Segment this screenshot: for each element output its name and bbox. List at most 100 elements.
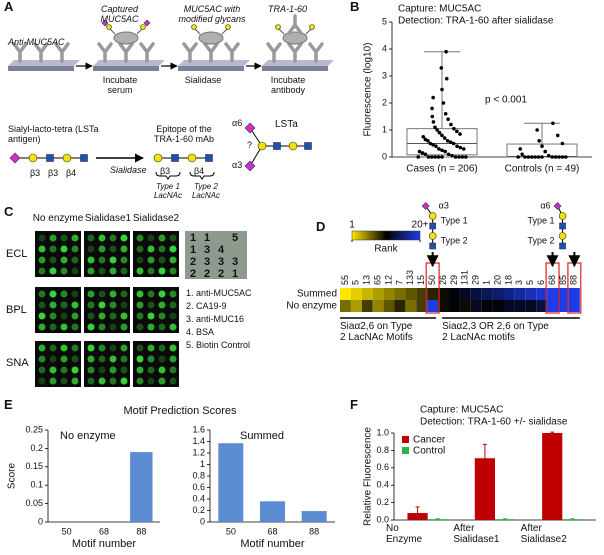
key-number: 3 <box>232 256 238 268</box>
array-spot <box>120 290 128 298</box>
y-tick-label: 1 <box>382 124 387 134</box>
y-tick-label: 0.8 <box>192 470 205 480</box>
array-spot <box>60 355 68 363</box>
array-spot <box>147 245 155 253</box>
key-number: 1 <box>190 232 196 244</box>
array-spot <box>71 267 79 275</box>
array-spot <box>98 256 106 264</box>
data-point <box>516 155 520 159</box>
data-point <box>440 155 444 159</box>
x-tick-label: After Sialidase2 <box>520 523 567 545</box>
array-spot <box>158 245 166 253</box>
array-spot <box>109 344 117 352</box>
array-spot <box>147 355 155 363</box>
galactose <box>257 141 267 151</box>
array-spot <box>60 256 68 264</box>
linkage: α3 <box>232 160 243 170</box>
glcnac <box>273 142 281 150</box>
column-label: 7 <box>394 280 404 285</box>
array-spot <box>38 290 46 298</box>
array-spot <box>136 256 144 264</box>
array-spot <box>109 377 117 385</box>
heat-cell <box>427 288 439 300</box>
glcnac <box>559 222 566 230</box>
array-spot <box>38 301 46 309</box>
data-point <box>543 149 548 154</box>
array-spot <box>87 323 95 331</box>
data-point <box>458 145 463 150</box>
panel-letter: A <box>4 0 14 14</box>
key-item: 2. CA19-9 <box>186 301 227 311</box>
heat-cell <box>514 288 526 300</box>
data-point <box>441 101 446 105</box>
array-spot <box>169 267 177 275</box>
y-axis-label: Score <box>7 463 18 490</box>
array-spot <box>60 267 68 275</box>
data-point <box>555 133 560 138</box>
heat-cell <box>470 300 482 312</box>
data-point <box>428 141 433 146</box>
column-label: Sialidase1 <box>84 213 132 224</box>
column-label: 55 <box>340 275 350 285</box>
galactose <box>288 141 298 151</box>
box <box>406 128 478 156</box>
key-number: 3 <box>218 256 224 268</box>
data-point <box>461 147 466 151</box>
array-spot <box>158 377 166 385</box>
heat-cell <box>492 288 504 300</box>
heat-cell <box>525 300 537 312</box>
heat-cell <box>438 300 449 312</box>
antibody <box>118 42 134 63</box>
array-spot <box>120 267 128 275</box>
array-spot <box>60 377 68 385</box>
column-label: 12 <box>383 275 393 285</box>
array-spot <box>60 344 68 352</box>
array-spot <box>71 290 79 298</box>
heat-cell <box>340 288 351 300</box>
array-spot <box>38 234 46 242</box>
data-point <box>455 144 459 148</box>
antibody <box>224 42 240 63</box>
data-point <box>448 140 453 144</box>
array-spot <box>120 312 128 320</box>
array-spot <box>169 290 177 298</box>
heat-cell <box>547 300 558 312</box>
data-point <box>560 141 565 146</box>
label: Captured MUC5AC <box>100 4 139 24</box>
y-tick-label: 0.2 <box>192 505 205 515</box>
array-spot <box>109 234 117 242</box>
data-point <box>434 144 438 148</box>
array-spot <box>87 267 95 275</box>
heat-cell <box>492 300 504 312</box>
chart-subtitle: Detection: TRA-1-60 +/- sialidase <box>420 417 568 428</box>
data-point <box>560 155 565 159</box>
linkage: β4 <box>194 166 205 176</box>
galactose <box>428 232 437 240</box>
array-spot <box>158 290 166 298</box>
data-point <box>446 117 450 121</box>
array-spot <box>136 377 144 385</box>
linkage: β3 <box>30 168 41 178</box>
galactose <box>558 212 567 220</box>
key-number: 1 <box>204 232 210 244</box>
column-label: 88 <box>569 275 579 285</box>
label: LSTa <box>275 119 298 130</box>
column-label: 18 <box>503 275 513 285</box>
array-spot <box>87 301 95 309</box>
y-tick-label: 3 <box>382 70 387 80</box>
array-spot <box>49 267 57 275</box>
array-spot <box>120 301 128 309</box>
legend-swatch <box>402 436 409 443</box>
label: ? <box>247 140 253 150</box>
data-point <box>460 155 465 159</box>
data-point <box>452 126 456 131</box>
data-point <box>430 155 434 159</box>
key-number: 2 <box>204 268 210 280</box>
data-point <box>423 152 428 157</box>
array-spot <box>147 377 155 385</box>
x-tick-label: After Sialidase1 <box>453 523 500 545</box>
array-spot <box>38 312 46 320</box>
data-point <box>443 112 448 116</box>
array-spot <box>158 312 166 320</box>
array-spot <box>147 256 155 264</box>
